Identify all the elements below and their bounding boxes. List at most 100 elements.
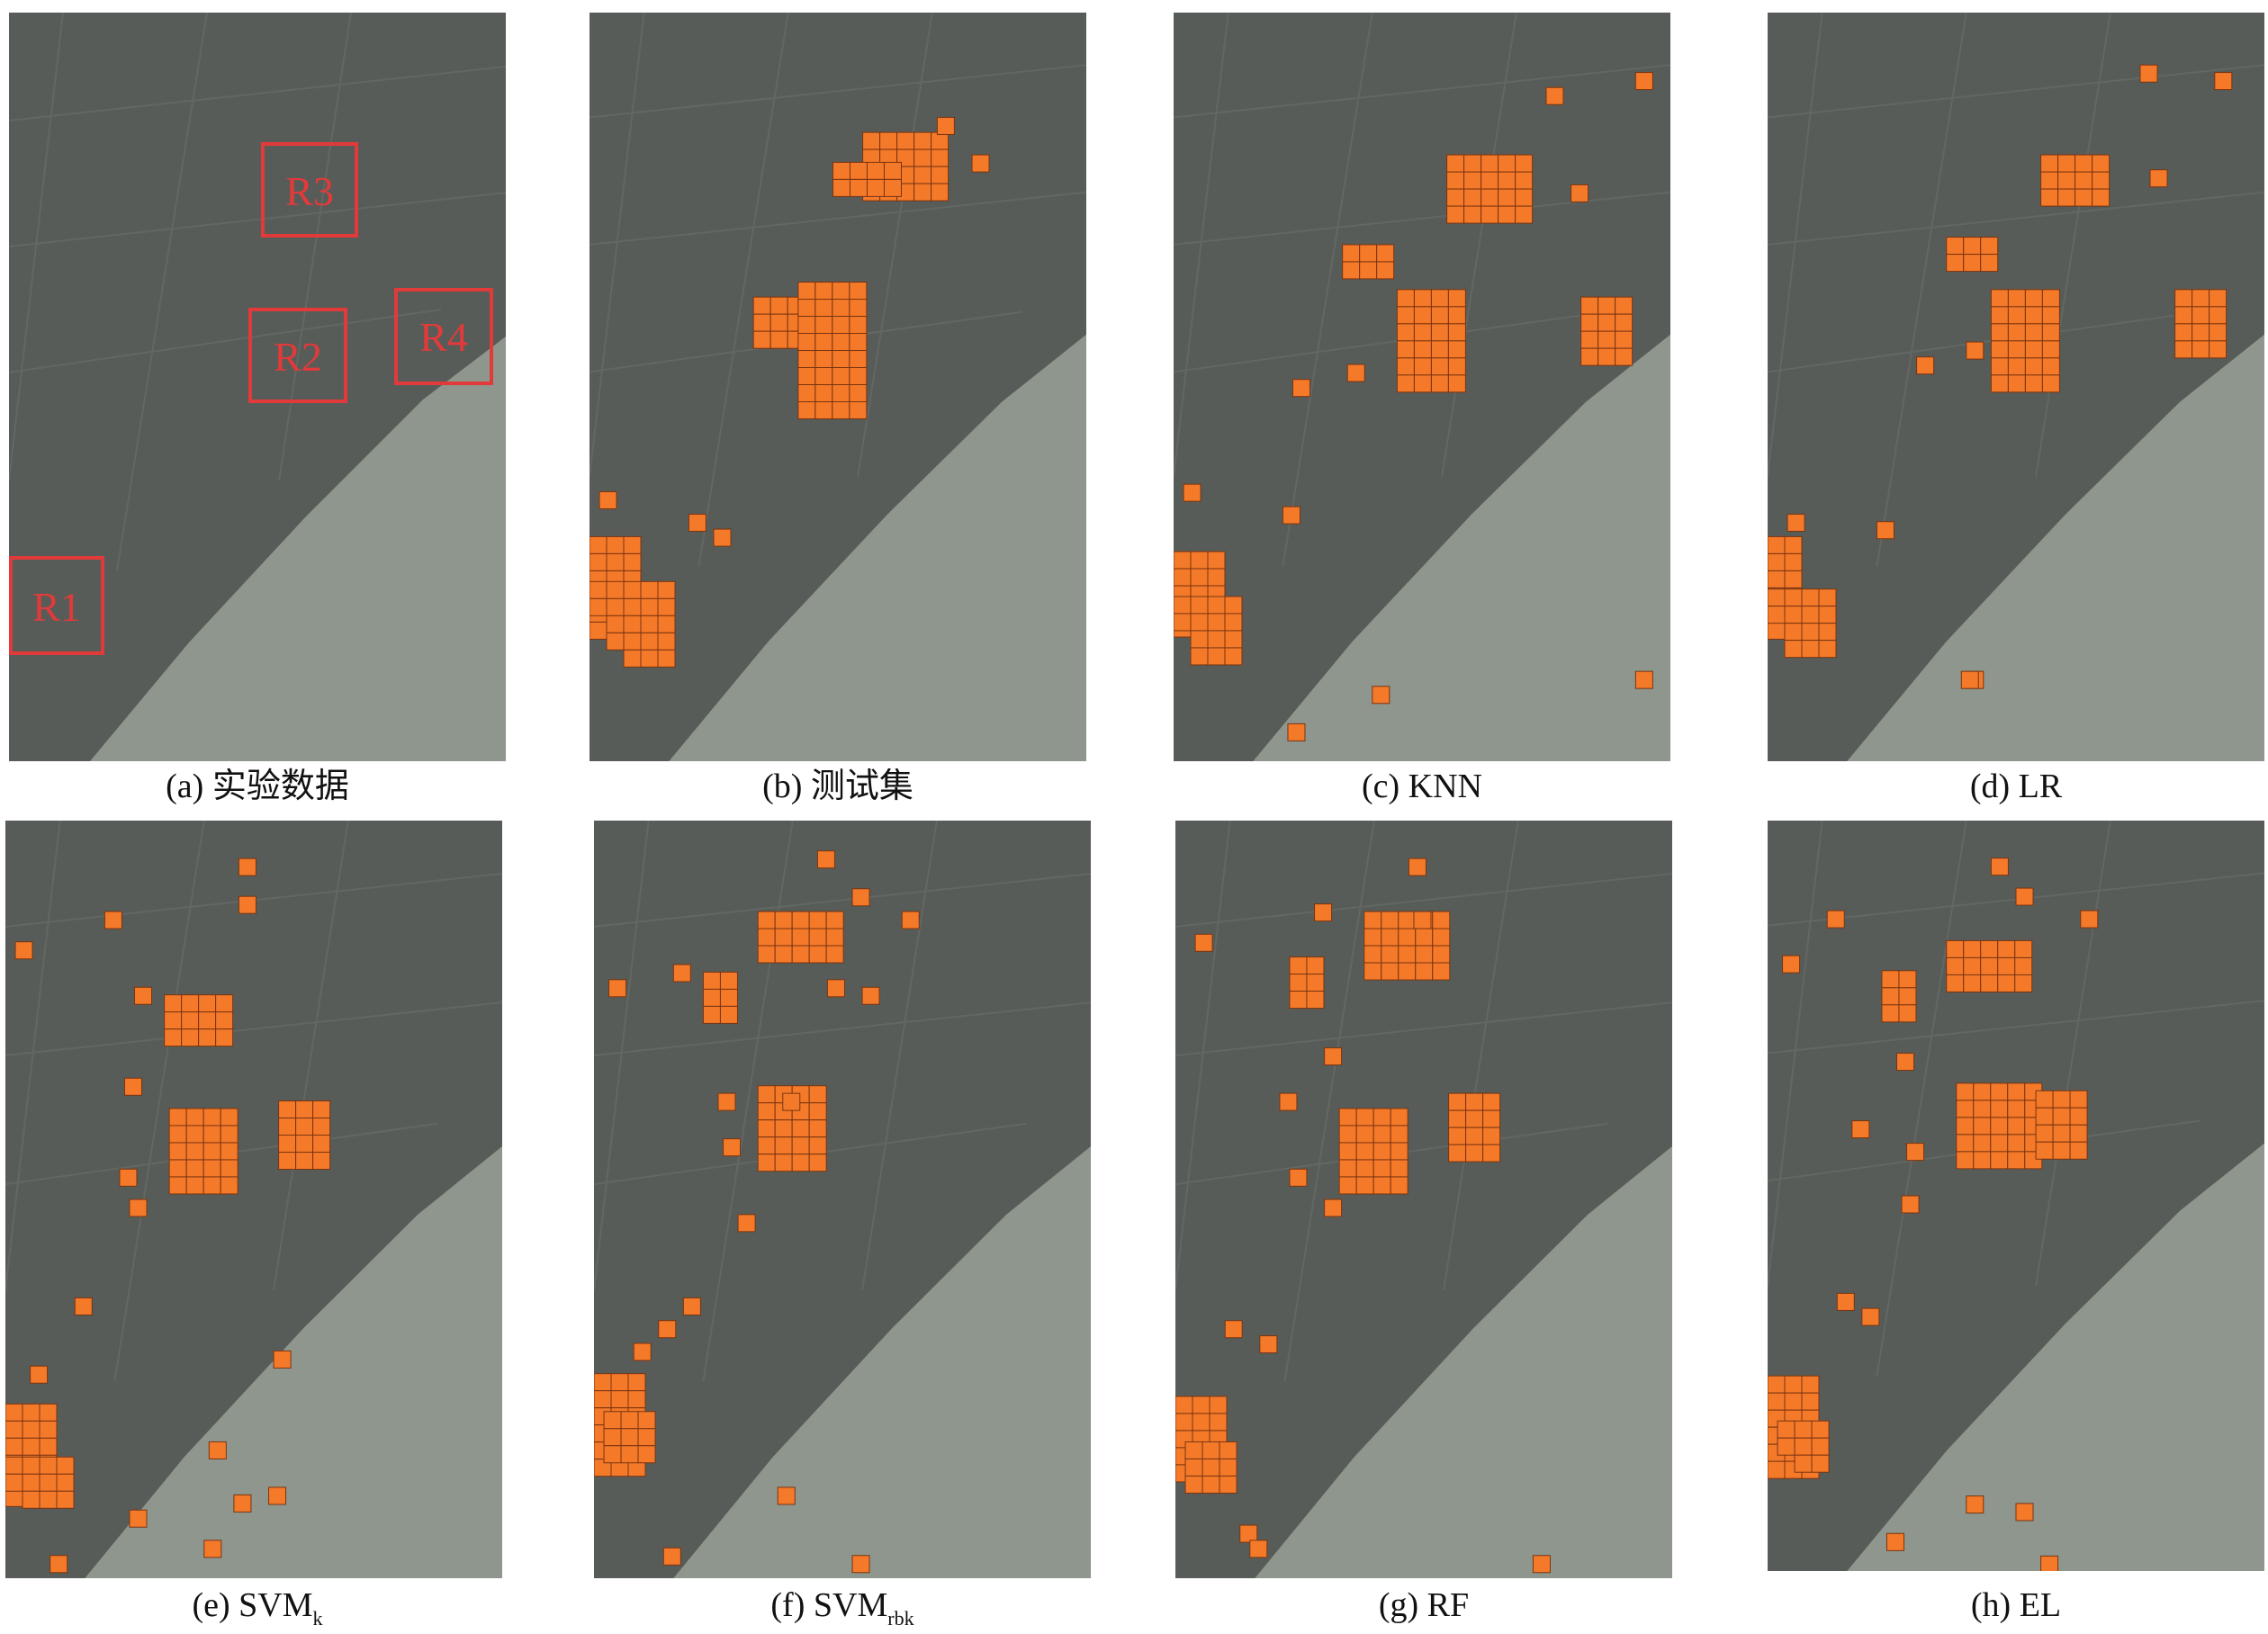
detected-cell <box>1355 1142 1374 1161</box>
detected-cell <box>39 1473 58 1492</box>
detected-cell <box>797 299 816 318</box>
detected-cell <box>1482 1127 1501 1145</box>
detected-cell <box>1224 613 1243 632</box>
detected-cell <box>662 1547 681 1566</box>
detected-cell <box>1430 357 1449 376</box>
detected-cell <box>1381 911 1400 929</box>
detected-cell <box>238 857 256 876</box>
detected-cell <box>104 911 122 929</box>
detected-cell <box>1239 1524 1258 1543</box>
caption-e: (e) SVMk <box>192 1586 323 1630</box>
detected-cell <box>1963 956 1982 975</box>
detected-cell <box>1174 596 1192 615</box>
detected-cell <box>1338 1176 1357 1195</box>
detected-cell <box>1498 188 1516 207</box>
detected-cell <box>1224 630 1243 649</box>
detected-cell <box>2041 323 2060 342</box>
detected-cell <box>1190 568 1209 587</box>
detected-cell <box>791 1136 810 1155</box>
detected-cell <box>1480 205 1499 224</box>
detected-cell <box>164 994 183 1013</box>
detected-cell <box>1482 1092 1501 1111</box>
detected-cell <box>1801 588 1820 607</box>
detected-cell <box>2174 340 2193 359</box>
detected-cell <box>1249 1540 1268 1558</box>
detected-cell <box>2024 340 2043 359</box>
detected-cell <box>220 1142 238 1161</box>
detected-cell <box>278 1135 297 1154</box>
detected-cell <box>168 1142 187 1161</box>
detected-cell <box>1980 956 1999 975</box>
detected-cell <box>826 979 845 998</box>
detected-cell <box>757 1119 776 1138</box>
detected-cell <box>1794 1437 1813 1456</box>
detected-cell <box>268 1486 287 1505</box>
detected-cell <box>1289 1168 1308 1187</box>
detected-cell <box>2209 323 2228 342</box>
detected-cell <box>914 148 932 167</box>
detected-cell <box>185 1176 204 1195</box>
detected-cell <box>832 384 850 403</box>
detected-cell <box>220 1176 238 1195</box>
detected-cell <box>1224 1320 1243 1339</box>
detected-cell <box>1447 323 1466 342</box>
detected-cell <box>849 161 868 180</box>
detected-cell <box>2041 306 2060 325</box>
detected-cell <box>168 1176 187 1195</box>
detected-cell <box>1447 289 1466 308</box>
detected-cell <box>203 1540 222 1558</box>
detected-cell <box>1207 613 1226 632</box>
detected-cell <box>1282 506 1300 525</box>
detected-cell <box>1355 1176 1374 1195</box>
detected-cell <box>1801 1392 1820 1411</box>
detected-cell <box>202 1108 221 1127</box>
detected-cell <box>1777 1437 1796 1456</box>
detected-cell <box>814 299 833 318</box>
detected-cell <box>1219 1475 1238 1494</box>
detected-cell <box>5 1473 23 1492</box>
detected-cell <box>1881 1004 1900 1023</box>
detected-cell <box>1207 596 1226 615</box>
detected-cell <box>657 615 676 633</box>
detected-cell <box>791 1119 810 1138</box>
detected-cell <box>1956 1117 1975 1136</box>
detected-cell <box>590 552 608 571</box>
detected-cell <box>702 971 721 990</box>
map-a: R1 R2 R3 R4 <box>9 13 506 761</box>
detected-cell <box>1973 1100 1992 1118</box>
detected-cell <box>657 580 676 599</box>
detected-cell <box>1446 205 1465 224</box>
detected-cell <box>1794 1454 1813 1473</box>
detected-cell <box>774 928 793 947</box>
detected-cell <box>610 1390 629 1409</box>
detected-cell <box>1398 945 1417 964</box>
detected-cell <box>832 161 850 180</box>
detected-cell <box>2007 357 2026 376</box>
detected-cell <box>633 1342 652 1361</box>
detected-cell <box>1447 357 1466 376</box>
detected-cell <box>312 1100 331 1119</box>
detected-cell <box>1966 1495 1984 1514</box>
detected-cell <box>1448 1109 1467 1128</box>
detected-cell <box>1209 1396 1228 1414</box>
panel-e-map <box>5 821 502 1578</box>
detected-cell <box>637 1445 656 1464</box>
detected-cell <box>1480 154 1499 173</box>
detected-cell <box>832 401 850 420</box>
detected-cell <box>757 1136 776 1155</box>
detected-cell <box>202 1176 221 1195</box>
detected-cell <box>640 580 659 599</box>
detected-cell <box>168 1125 187 1144</box>
detected-cell <box>791 928 810 947</box>
detected-cell <box>1432 911 1451 929</box>
detected-cell <box>1390 1108 1408 1127</box>
detected-cell <box>623 535 642 554</box>
detected-cell <box>2035 1107 2054 1126</box>
detected-cell <box>1430 323 1449 342</box>
detected-cell <box>1209 1413 1228 1432</box>
detected-cell <box>164 1028 183 1047</box>
detected-cell <box>672 964 691 983</box>
detected-cell <box>1446 188 1465 207</box>
detected-cell <box>606 580 625 599</box>
detected-cell <box>5 1403 23 1422</box>
